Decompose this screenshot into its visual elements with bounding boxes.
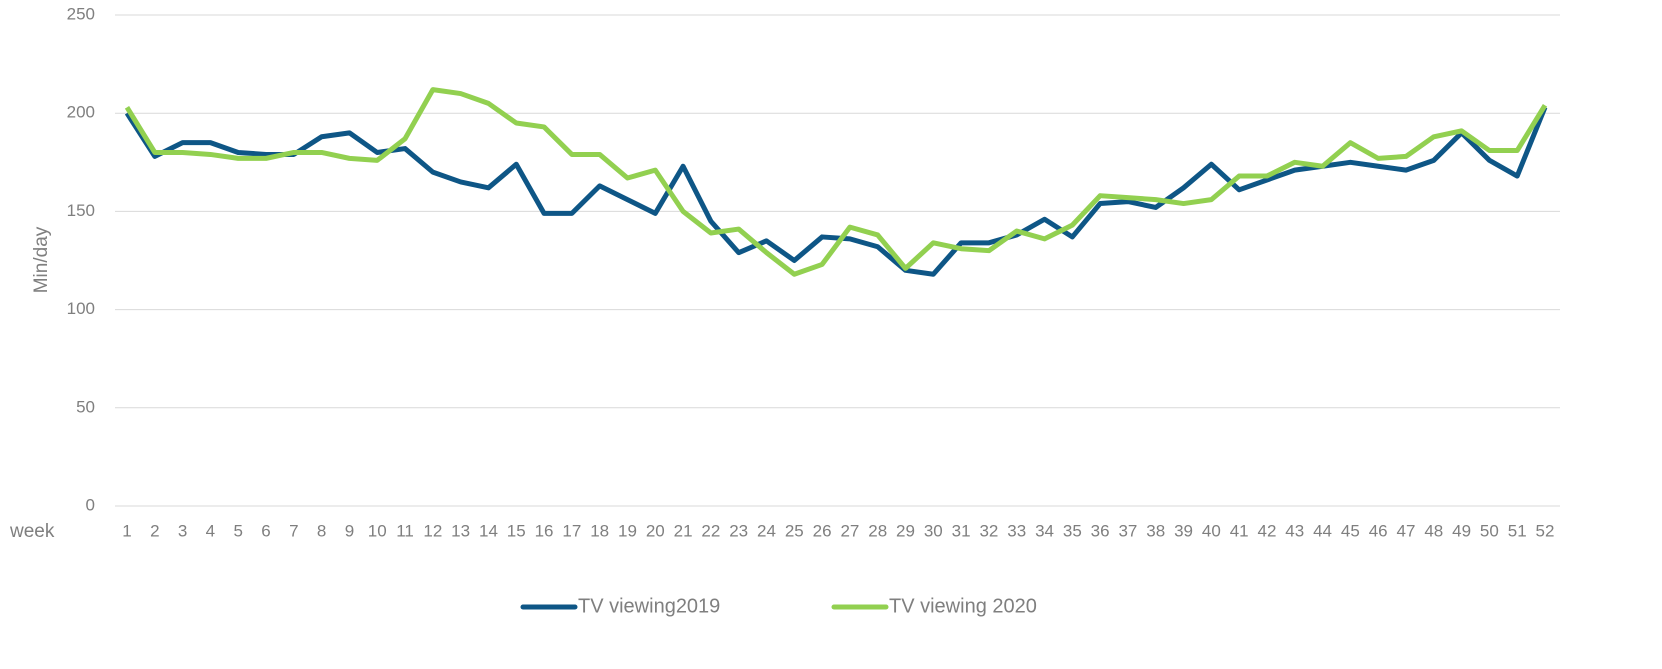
x-tick-label: 10 <box>368 521 387 540</box>
x-tick-label: 46 <box>1369 521 1388 540</box>
x-tick-label: 18 <box>590 521 609 540</box>
y-tick-label: 250 <box>67 4 95 23</box>
x-tick-label: 15 <box>507 521 526 540</box>
x-tick-label: 14 <box>479 521 498 540</box>
x-tick-label: 12 <box>423 521 442 540</box>
x-tick-label: 35 <box>1063 521 1082 540</box>
x-tick-label: 21 <box>674 521 693 540</box>
x-tick-label: 50 <box>1480 521 1499 540</box>
series-line <box>124 87 1548 277</box>
legend-label: TV viewing 2020 <box>889 595 1037 617</box>
x-tick-label: 8 <box>317 521 326 540</box>
x-tick-label: 5 <box>233 521 242 540</box>
x-tick-label: 1 <box>122 521 131 540</box>
legend-label: TV viewing2019 <box>578 595 720 617</box>
x-tick-label: 4 <box>206 521 215 540</box>
x-tick-label: 20 <box>646 521 665 540</box>
x-tick-label: 23 <box>729 521 748 540</box>
x-tick-label: 39 <box>1174 521 1193 540</box>
x-tick-label: 32 <box>979 521 998 540</box>
x-tick-label: 2 <box>150 521 159 540</box>
x-tick-label: 49 <box>1452 521 1471 540</box>
x-tick-label: 9 <box>345 521 354 540</box>
x-tick-label: 13 <box>451 521 470 540</box>
y-tick-label: 200 <box>67 103 95 122</box>
x-tick-label: 51 <box>1508 521 1527 540</box>
y-tick-label: 50 <box>76 397 95 416</box>
y-axis-label: Min/day <box>31 226 52 293</box>
x-tick-label: 19 <box>618 521 637 540</box>
x-tick-label: 31 <box>952 521 971 540</box>
x-tick-label: 24 <box>757 521 776 540</box>
series-line <box>124 106 1548 277</box>
x-tick-label: 25 <box>785 521 804 540</box>
x-tick-label: 40 <box>1202 521 1221 540</box>
x-tick-label: 11 <box>396 521 414 540</box>
x-tick-label: 30 <box>924 521 943 540</box>
x-tick-label: 29 <box>896 521 915 540</box>
x-tick-label: 7 <box>289 521 298 540</box>
x-tick-label: 43 <box>1285 521 1304 540</box>
x-axis-label: week <box>9 521 55 542</box>
x-tick-label: 41 <box>1230 521 1249 540</box>
x-tick-label: 3 <box>178 521 187 540</box>
x-tick-label: 34 <box>1035 521 1054 540</box>
y-tick-label: 100 <box>67 299 95 318</box>
x-tick-label: 26 <box>813 521 832 540</box>
x-tick-label: 37 <box>1118 521 1137 540</box>
x-tick-label: 42 <box>1257 521 1276 540</box>
x-tick-label: 27 <box>840 521 859 540</box>
x-tick-label: 52 <box>1536 521 1555 540</box>
x-tick-label: 48 <box>1424 521 1443 540</box>
x-tick-label: 33 <box>1007 521 1026 540</box>
x-tick-label: 44 <box>1313 521 1332 540</box>
x-tick-label: 45 <box>1341 521 1360 540</box>
x-tick-label: 22 <box>701 521 720 540</box>
y-tick-label: 0 <box>86 495 95 514</box>
x-tick-label: 6 <box>261 521 270 540</box>
x-tick-label: 47 <box>1397 521 1416 540</box>
x-tick-label: 36 <box>1091 521 1110 540</box>
x-tick-label: 38 <box>1146 521 1165 540</box>
x-tick-label: 16 <box>535 521 554 540</box>
y-tick-label: 150 <box>67 201 95 220</box>
x-tick-label: 17 <box>562 521 581 540</box>
x-tick-label: 28 <box>868 521 887 540</box>
